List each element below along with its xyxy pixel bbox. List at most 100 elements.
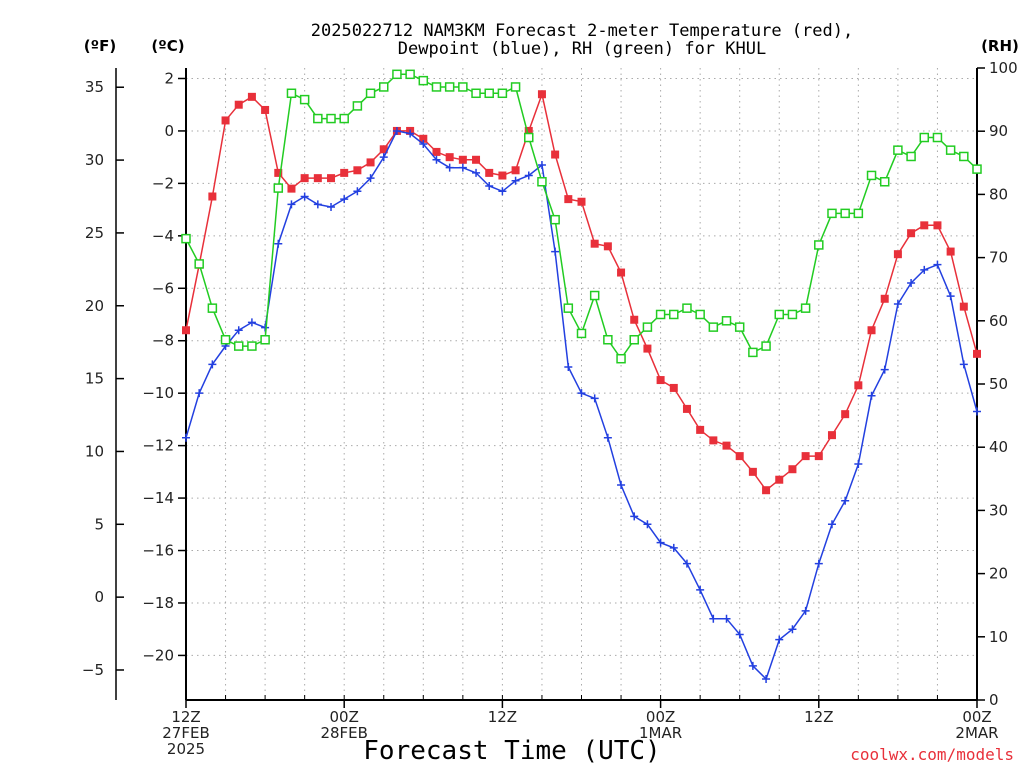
dewpoint-point (274, 239, 283, 248)
temperature-point (327, 174, 336, 183)
dewpoint-point (722, 614, 731, 623)
rh-point (919, 132, 930, 143)
dewpoint-point (287, 200, 296, 209)
rh-point (827, 208, 837, 219)
rh-point (326, 113, 336, 124)
temperature-point (537, 90, 546, 99)
rh-point (537, 177, 547, 187)
dewpoint-point (590, 394, 599, 403)
axes: 20−2−4−6−8−10−12−14−16−18−20353025201510… (82, 59, 1018, 758)
rh-point (734, 322, 745, 332)
rh-point (866, 170, 877, 181)
x-tick-label: 12Z (804, 708, 833, 726)
dewpoint-point (524, 171, 533, 180)
temperature-point (682, 404, 691, 413)
rh-point (339, 113, 349, 124)
temperature-point (379, 145, 388, 154)
temperature-point (524, 126, 533, 135)
fahrenheit-tick-label: 5 (94, 515, 104, 533)
dewpoint-point (867, 391, 876, 400)
fahrenheit-tick-label: 20 (85, 297, 104, 315)
dewpoint-point (603, 433, 612, 442)
celsius-tick-label: −20 (142, 646, 174, 664)
temperature-point (182, 326, 190, 335)
rh-point (814, 240, 824, 250)
rh-point (800, 303, 811, 313)
dewpoint-point (485, 182, 494, 191)
temperature-point (920, 221, 929, 230)
temperature-point (234, 100, 243, 109)
temperature-point (577, 197, 586, 206)
temperature-point (696, 425, 705, 434)
dewpoint-point (669, 543, 678, 552)
temperature-point (775, 475, 784, 484)
dewpoint-point (959, 360, 968, 369)
temperature-point (959, 302, 968, 311)
rh-point (365, 88, 376, 99)
temperature-point (472, 155, 481, 164)
fahrenheit-tick-label: 30 (85, 151, 104, 169)
dewpoint-point (656, 538, 665, 547)
rh-point (721, 316, 732, 326)
temperature-point (274, 168, 283, 177)
dewpoint-point (617, 480, 626, 489)
rh-tick-label: 20 (989, 565, 1008, 583)
temperature-point (551, 150, 560, 159)
temperature-point (709, 436, 718, 445)
rh-point (273, 183, 284, 193)
rh-point (418, 75, 429, 86)
temperature-point (590, 239, 599, 248)
celsius-tick-label: −10 (142, 384, 174, 402)
dewpoint-point (973, 407, 981, 416)
dewpoint-point (933, 260, 942, 269)
celsius-tick-label: −16 (142, 542, 174, 560)
rh-point (893, 145, 903, 155)
dewpoint-point (630, 512, 639, 521)
temperature-point (893, 250, 902, 259)
fahrenheit-tick-label: 15 (85, 370, 104, 388)
rh-point (589, 290, 600, 301)
dewpoint-point (537, 161, 546, 170)
rh-tick-label: 70 (989, 249, 1008, 267)
temperature-point (287, 184, 296, 193)
fahrenheit-tick-label: 0 (94, 588, 104, 606)
dewpoint-point (643, 520, 652, 529)
dewpoint-point (353, 187, 362, 196)
x-tick-label: 00Z (646, 708, 675, 726)
temperature-point (827, 431, 836, 440)
dewpoint-point (762, 675, 771, 684)
rh-point (906, 151, 916, 162)
dewpoint-point (564, 362, 573, 371)
temperature-point (366, 158, 375, 167)
dewpoint-point (880, 365, 889, 374)
dewpoint-point (735, 630, 744, 639)
celsius-tick-label: −6 (152, 279, 174, 297)
fahrenheit-tick-label: 25 (85, 224, 104, 242)
x-tick-label: 27FEB (162, 724, 209, 742)
rh-point (576, 328, 587, 339)
x-tick-label: 12Z (488, 708, 517, 726)
dewpoint-point (854, 459, 863, 468)
temperature-point (735, 452, 744, 461)
rh-point (563, 303, 574, 313)
rh-point (695, 309, 705, 320)
dewpoint-point (313, 200, 322, 209)
temperature-point (762, 486, 771, 495)
temperature-point (419, 134, 428, 143)
rh-point (629, 335, 639, 345)
rh-point (669, 309, 679, 320)
dewpoint-point (445, 163, 454, 172)
dewpoint-point (801, 606, 810, 615)
rh-point (774, 309, 784, 320)
rh-point (840, 208, 850, 219)
rh-tick-label: 90 (989, 122, 1008, 140)
dewpoint-point (340, 195, 349, 204)
credit-label: coolwx.com/models (850, 745, 1014, 764)
rh-point (510, 82, 521, 92)
rh-unit-label: (RH) (981, 37, 1019, 55)
rh-point (787, 309, 798, 320)
celsius-tick-label: −2 (152, 174, 174, 192)
dewpoint-point (498, 187, 507, 196)
dewpoint-point (814, 559, 823, 568)
dewpoint-point (261, 323, 270, 332)
